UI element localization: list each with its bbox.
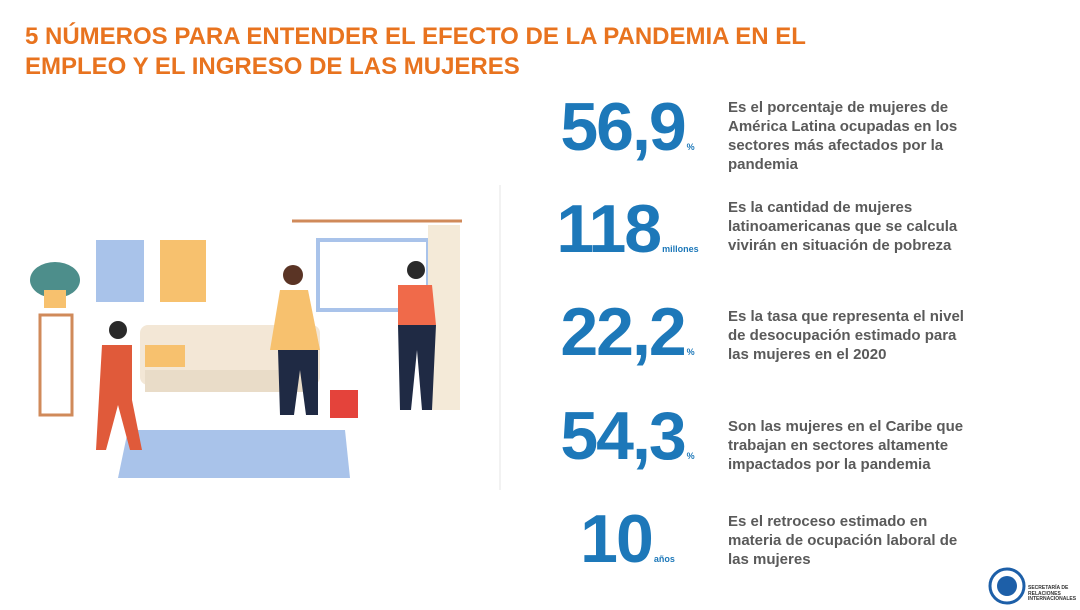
stat: 56,9% Es el porcentaje de mujeres de Améri… <box>535 88 1080 178</box>
description-line: sectores más afectados por la <box>728 137 944 154</box>
description-line: impactados por la pandemia <box>728 456 931 473</box>
description-line: Es la cantidad de mujeres <box>728 199 913 216</box>
stat-number: 118 millones <box>535 190 720 268</box>
stat-description: Es el porcentaje de mujeres de América La… <box>728 98 957 174</box>
number-value: 10 <box>580 501 654 577</box>
logo-line: RELACIONES <box>1028 590 1061 597</box>
description-line: Son las mujeres en el Caribe que <box>728 418 964 435</box>
stat-description: Es el retroceso estimado en materia de oc… <box>728 512 957 569</box>
title-line: EMPLEO Y EL INGRESO DE LAS MUJERES <box>25 53 520 80</box>
description-line: las mujeres <box>728 551 811 568</box>
description-line: latinoamericanas que se calcula <box>728 218 958 235</box>
number-value: 54,3 <box>560 398 686 474</box>
description-line: trabajan en sectores altamente <box>728 437 949 454</box>
logo-line: SECRETARÍA DE <box>1028 585 1069 591</box>
number-value: 118 <box>556 191 662 267</box>
number-unit: millones <box>662 244 699 254</box>
number-unit: % <box>686 347 695 357</box>
stat: 22,2% Es la tasa que representa el nivel d… <box>535 293 1080 383</box>
description-line: Es el retroceso estimado en <box>728 513 928 530</box>
illustration <box>30 185 501 490</box>
stat: 118 millones Es la cantidad de mujeres lati… <box>535 190 1080 280</box>
description-line: vivirán en situación de pobreza <box>728 237 952 254</box>
description-line: Es el porcentaje de mujeres de <box>728 99 949 116</box>
description-line: de desocupación estimado para <box>728 327 957 344</box>
number-value: 56,9 <box>560 89 686 165</box>
logo-seal <box>988 567 1026 605</box>
stat-description: Es la tasa que representa el nivel de des… <box>728 307 964 364</box>
title-line: 5 NÚMEROS PARA ENTENDER EL EFECTO DE LA … <box>25 23 806 50</box>
number-unit: % <box>686 451 695 461</box>
description-line: Es la tasa que representa el nivel <box>728 308 964 325</box>
stat-number: 10 años <box>535 500 720 578</box>
title: 5 NÚMEROS PARA ENTENDER EL EFECTO DE LA … <box>25 22 806 82</box>
number-unit: % <box>686 142 695 152</box>
description-line: América Latina ocupadas en los <box>728 118 958 135</box>
number-value: 22,2 <box>560 294 686 370</box>
logo-line: INTERNACIONALES <box>1028 596 1077 602</box>
stat-description: Son las mujeres en el Caribe que trabajan… <box>728 417 963 474</box>
stat: 10 años Es el retroceso estimado en materia… <box>535 500 1080 590</box>
description-line: pandemia <box>728 156 799 173</box>
stat: 54,3% Son las mujeres en el Caribe que tra… <box>535 397 1080 487</box>
number-unit: años <box>653 554 675 564</box>
logo: SECRETARÍA DE RELACIONES INTERNACIONALES <box>988 567 1080 605</box>
stat-number: 54,3% <box>535 397 720 475</box>
stat-number: 22,2% <box>535 293 720 371</box>
description-line: las mujeres en el 2020 <box>728 346 887 363</box>
stat-number: 56,9% <box>535 88 720 166</box>
stat-description: Es la cantidad de mujeres latinoamericana… <box>728 198 957 255</box>
logo-text: SECRETARÍA DE RELACIONES INTERNACIONALES <box>1028 585 1077 603</box>
description-line: materia de ocupación laboral de <box>728 532 958 549</box>
